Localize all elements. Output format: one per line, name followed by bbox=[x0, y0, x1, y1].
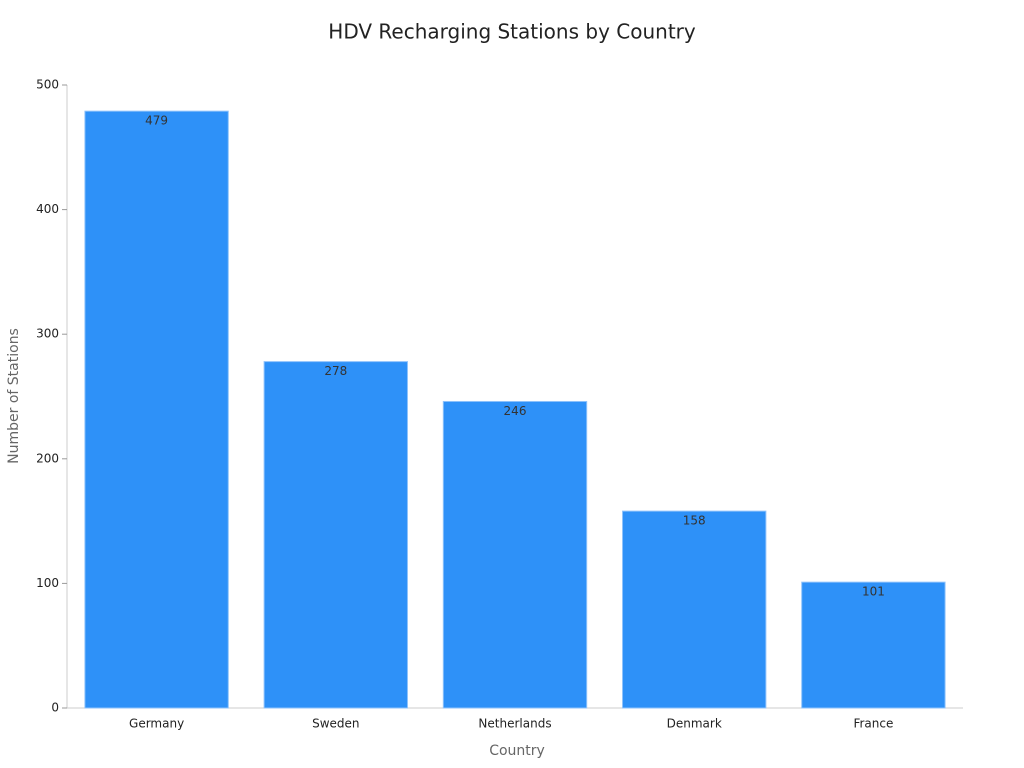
x-tick-label: Netherlands bbox=[478, 717, 551, 731]
y-tick-label: 0 bbox=[51, 701, 59, 715]
y-tick-label: 500 bbox=[36, 78, 59, 92]
bar bbox=[801, 581, 946, 709]
y-tick-label: 400 bbox=[36, 202, 59, 216]
y-axis-label: Number of Stations bbox=[6, 328, 22, 464]
x-tick-label: Denmark bbox=[667, 717, 722, 731]
bar bbox=[263, 361, 408, 709]
value-label: 246 bbox=[504, 404, 527, 418]
value-label: 479 bbox=[145, 114, 168, 128]
y-tick-label: 100 bbox=[36, 576, 59, 590]
value-label: 278 bbox=[324, 364, 347, 378]
y-tick-label: 200 bbox=[36, 451, 59, 465]
chart-title: HDV Recharging Stations by Country bbox=[328, 20, 696, 44]
bar bbox=[442, 400, 588, 709]
value-label: 101 bbox=[862, 585, 885, 599]
y-tick-label: 300 bbox=[36, 327, 59, 341]
value-label: 158 bbox=[683, 514, 706, 528]
x-axis-label: Country bbox=[489, 743, 545, 759]
x-tick-label: France bbox=[853, 717, 893, 731]
x-tick-label: Germany bbox=[129, 717, 184, 731]
x-tick-label: Sweden bbox=[312, 717, 359, 731]
bar bbox=[622, 510, 767, 709]
bar bbox=[84, 110, 229, 709]
